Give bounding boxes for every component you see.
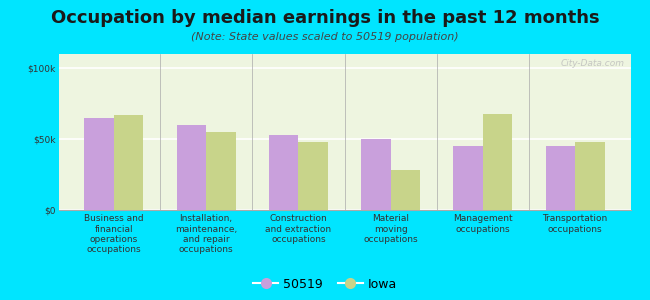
Text: City-Data.com: City-Data.com	[561, 59, 625, 68]
Bar	[269, 135, 298, 210]
Bar	[84, 118, 114, 210]
Bar	[483, 114, 512, 210]
Bar	[391, 170, 420, 210]
Bar	[575, 142, 604, 210]
Legend: 50519, Iowa: 50519, Iowa	[253, 278, 397, 291]
Bar	[545, 146, 575, 210]
Bar	[114, 115, 144, 210]
Text: Occupation by median earnings in the past 12 months: Occupation by median earnings in the pas…	[51, 9, 599, 27]
Bar	[298, 142, 328, 210]
Bar	[453, 146, 483, 210]
Text: (Note: State values scaled to 50519 population): (Note: State values scaled to 50519 popu…	[191, 32, 459, 41]
Bar	[361, 139, 391, 210]
Bar	[177, 125, 206, 210]
Bar	[206, 132, 236, 210]
